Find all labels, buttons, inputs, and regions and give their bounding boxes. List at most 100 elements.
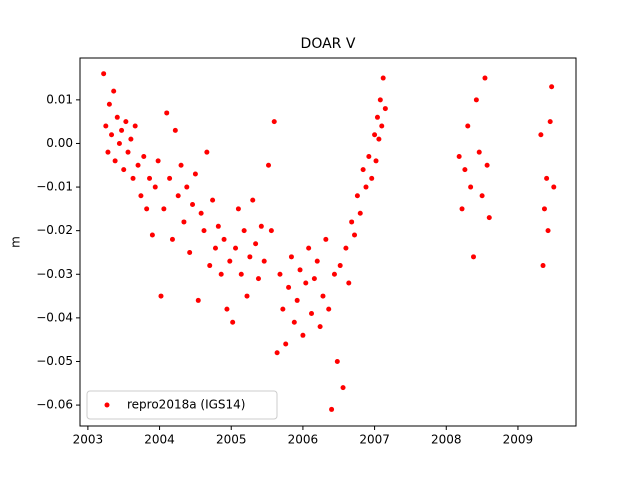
point [161, 206, 167, 212]
point [462, 167, 468, 173]
point [244, 293, 250, 299]
point [130, 175, 136, 181]
point [346, 280, 352, 286]
legend-label: repro2018a (IGS14) [127, 398, 245, 412]
point [190, 202, 196, 208]
point [456, 154, 462, 160]
y-tick-label: −0.06 [36, 398, 73, 412]
point [201, 228, 207, 234]
point [178, 162, 184, 168]
point [210, 197, 216, 203]
point [349, 219, 355, 225]
point [547, 119, 553, 125]
point [266, 162, 272, 168]
point [125, 149, 131, 155]
y-tick-label: 0.01 [46, 92, 73, 106]
point [337, 263, 343, 269]
y-tick-label: −0.01 [36, 180, 73, 194]
point [103, 123, 109, 129]
point [314, 258, 320, 264]
point [218, 271, 224, 277]
point [158, 293, 164, 299]
point [184, 184, 190, 190]
point [377, 97, 383, 103]
point [204, 149, 210, 155]
x-tick-label: 2008 [431, 433, 462, 447]
point [288, 254, 294, 260]
point [354, 193, 360, 199]
point [227, 258, 233, 264]
point [106, 101, 112, 107]
point [119, 127, 125, 133]
point [283, 341, 289, 347]
plot-frame [79, 57, 577, 427]
point [300, 332, 306, 338]
point [280, 306, 286, 312]
point [482, 75, 488, 81]
point [291, 319, 297, 325]
point [175, 193, 181, 199]
point [357, 210, 363, 216]
point [459, 206, 465, 212]
point [376, 136, 382, 142]
point [212, 245, 218, 251]
point [238, 271, 244, 277]
point [486, 215, 492, 221]
point [309, 311, 315, 317]
point [268, 228, 274, 234]
y-tick-label: −0.05 [36, 354, 73, 368]
point [169, 236, 175, 242]
y-tick-label: 0.00 [46, 136, 73, 150]
point [105, 149, 111, 155]
point [123, 119, 129, 125]
point [152, 184, 158, 190]
point [549, 84, 555, 90]
x-tick-label: 2003 [73, 433, 104, 447]
point [207, 263, 213, 269]
point [192, 171, 198, 177]
legend-box [86, 390, 278, 420]
point [128, 136, 134, 142]
point [363, 184, 369, 190]
point [135, 162, 141, 168]
point [340, 385, 346, 391]
point [334, 358, 340, 364]
point [465, 123, 471, 129]
point [255, 276, 261, 282]
point [343, 245, 349, 251]
point [320, 293, 326, 299]
point [329, 406, 335, 412]
point [155, 158, 161, 164]
x-tick-label: 2007 [359, 433, 390, 447]
point [369, 175, 375, 181]
point [311, 276, 317, 282]
point [360, 167, 366, 173]
point [317, 324, 323, 330]
point [541, 206, 547, 212]
point [172, 127, 178, 133]
x-tick-label: 2006 [288, 433, 319, 447]
point [147, 175, 153, 181]
point [374, 114, 380, 120]
point [380, 75, 386, 81]
chart-title: DOAR V [301, 36, 356, 52]
point [306, 245, 312, 251]
point [247, 254, 253, 260]
point [476, 149, 482, 155]
point [121, 167, 127, 173]
point [111, 88, 117, 94]
point [235, 206, 241, 212]
point [382, 106, 388, 112]
point [274, 350, 280, 356]
point [366, 154, 372, 160]
point [241, 228, 247, 234]
point [379, 123, 385, 129]
point [372, 132, 378, 138]
point [373, 158, 379, 164]
point [468, 184, 474, 190]
point [215, 223, 221, 229]
y-tick-label: −0.04 [36, 310, 73, 324]
point [261, 258, 267, 264]
